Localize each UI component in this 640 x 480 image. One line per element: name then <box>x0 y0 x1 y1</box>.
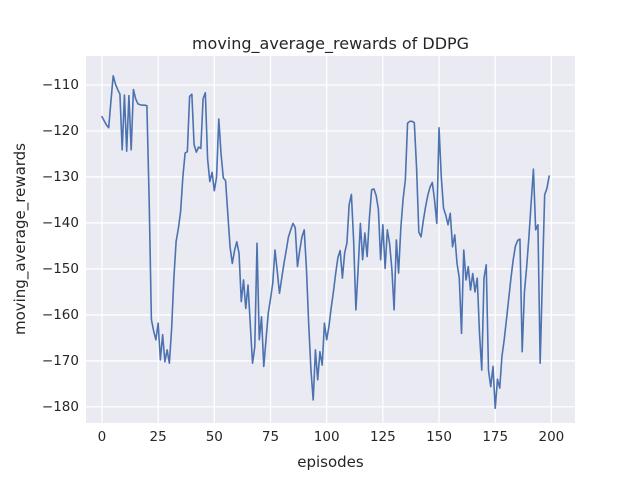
x-tick-label: 100 <box>313 429 340 445</box>
y-tick-label: −120 <box>41 122 79 139</box>
x-tick-label: 25 <box>149 429 167 445</box>
y-tick-label: −110 <box>41 76 79 93</box>
x-axis-label: episodes <box>297 453 364 471</box>
y-tick-label: −140 <box>41 214 79 231</box>
y-tick-label: −160 <box>41 306 79 323</box>
x-tick-label: 200 <box>538 429 565 445</box>
series-line <box>101 74 550 410</box>
x-tick-label: 175 <box>482 429 509 445</box>
y-tick-label: −130 <box>41 168 79 185</box>
y-tick-label: −150 <box>41 260 79 277</box>
plot-background <box>86 56 575 423</box>
x-tick-label: 50 <box>205 429 223 445</box>
y-tick-label: −170 <box>41 352 79 369</box>
x-tick-label: 0 <box>97 429 107 445</box>
x-tick-label: 75 <box>261 429 280 445</box>
x-tick-label: 125 <box>369 429 396 445</box>
y-tick-label: −180 <box>41 398 79 415</box>
x-tick-label: 150 <box>426 429 452 445</box>
chart-title: moving_average_rewards of DDPG <box>191 34 470 53</box>
